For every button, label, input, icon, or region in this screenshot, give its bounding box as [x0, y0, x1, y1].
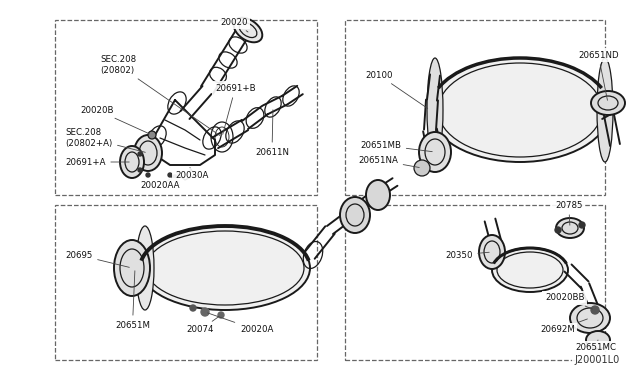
Text: 20020BB: 20020BB: [545, 294, 593, 309]
Text: 20692M: 20692M: [540, 319, 588, 334]
Text: 20030A: 20030A: [175, 170, 209, 180]
Text: 20695: 20695: [65, 250, 129, 267]
Text: 20611N: 20611N: [255, 110, 289, 157]
Ellipse shape: [597, 58, 613, 162]
Ellipse shape: [419, 132, 451, 172]
Text: 20651MB: 20651MB: [360, 141, 432, 152]
Ellipse shape: [234, 18, 262, 42]
Text: J20001L0: J20001L0: [575, 355, 620, 365]
Text: 20020: 20020: [220, 17, 248, 32]
Text: 20691+A: 20691+A: [65, 157, 129, 167]
Text: 20020B: 20020B: [80, 106, 150, 134]
Circle shape: [146, 173, 150, 177]
Text: 20350: 20350: [445, 250, 489, 260]
Circle shape: [579, 222, 585, 228]
Bar: [345, 20, 605, 195]
Text: 20651ND: 20651ND: [578, 51, 619, 100]
Ellipse shape: [140, 226, 310, 310]
Ellipse shape: [570, 303, 610, 333]
Text: 20020AA: 20020AA: [140, 179, 179, 189]
Circle shape: [138, 152, 142, 156]
Circle shape: [172, 175, 178, 181]
Circle shape: [555, 227, 561, 233]
Ellipse shape: [591, 91, 625, 115]
Circle shape: [190, 305, 196, 311]
Ellipse shape: [556, 218, 584, 238]
Text: 20785: 20785: [555, 201, 582, 225]
Ellipse shape: [136, 226, 154, 310]
Ellipse shape: [479, 235, 505, 269]
Ellipse shape: [492, 248, 568, 292]
Ellipse shape: [430, 58, 610, 162]
Ellipse shape: [120, 146, 144, 178]
Ellipse shape: [114, 240, 150, 296]
Ellipse shape: [340, 197, 370, 233]
Ellipse shape: [586, 331, 610, 349]
Ellipse shape: [414, 160, 430, 176]
Bar: [55, 20, 317, 195]
Ellipse shape: [366, 180, 390, 210]
Text: 20074: 20074: [186, 317, 219, 334]
Text: SEC.208
(20802): SEC.208 (20802): [100, 55, 220, 135]
Text: 20100: 20100: [365, 71, 428, 108]
Text: 20651M: 20651M: [115, 271, 150, 330]
Bar: [55, 205, 317, 360]
Ellipse shape: [134, 135, 162, 171]
Ellipse shape: [427, 58, 443, 162]
Text: 20651MC: 20651MC: [575, 340, 616, 353]
Ellipse shape: [148, 131, 156, 139]
Bar: [345, 205, 605, 360]
Text: 20691+B: 20691+B: [215, 83, 255, 134]
Circle shape: [591, 306, 599, 314]
Text: 20020A: 20020A: [207, 313, 273, 334]
Circle shape: [138, 168, 142, 172]
Circle shape: [201, 308, 209, 316]
Text: SEC.208
(20802+A): SEC.208 (20802+A): [65, 128, 145, 152]
Circle shape: [218, 312, 224, 318]
Circle shape: [168, 173, 172, 177]
Text: 20651NA: 20651NA: [358, 155, 419, 167]
